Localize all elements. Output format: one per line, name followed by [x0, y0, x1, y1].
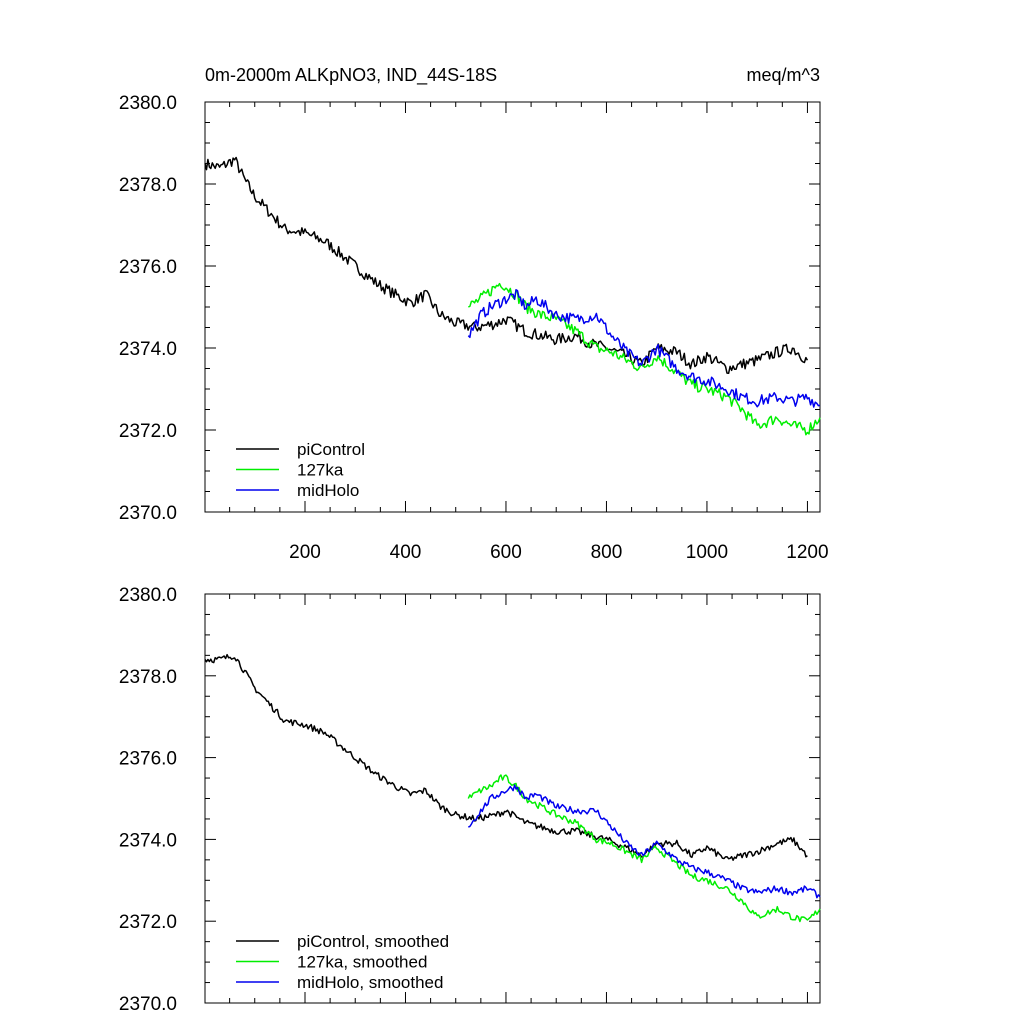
x-tick-label: 800: [591, 542, 623, 563]
x-tick-label: 1000: [686, 542, 728, 563]
y-tick-label: 2370.0: [119, 503, 177, 524]
legend-label: 127ka: [297, 461, 344, 480]
series-line-picontrol: [204, 653, 808, 861]
series-line-midholo: [467, 289, 821, 408]
series-line-127ka: [467, 282, 821, 436]
y-tick-label: 2380.0: [119, 93, 177, 114]
legend-label: midHolo, smoothed: [297, 973, 443, 992]
y-tick-label: 2376.0: [119, 257, 177, 278]
series-line-picontrol: [204, 156, 809, 375]
x-tick-label: 600: [490, 542, 522, 563]
y-tick-label: 2378.0: [119, 175, 177, 196]
x-tick-label: 1200: [786, 542, 828, 563]
x-tick-label: 400: [390, 542, 422, 563]
y-tick-label: 2370.0: [119, 994, 177, 1015]
legend-label: piControl: [297, 440, 365, 459]
y-tick-label: 2372.0: [119, 421, 177, 442]
units-label: meq/m^3: [747, 65, 820, 85]
y-tick-label: 2380.0: [119, 585, 177, 606]
y-tick-label: 2376.0: [119, 749, 177, 770]
legend-label: piControl, smoothed: [297, 932, 449, 951]
y-tick-label: 2374.0: [119, 339, 177, 360]
top-panel: 2370.0 2372.0 2374.0 2376.0 2378.0 2380.0 200 4…: [119, 65, 829, 563]
chart-title: 0m-2000m ALKpNO3, IND_44S-18S: [205, 65, 497, 86]
x-tick-label: 200: [289, 542, 321, 563]
y-tick-label: 2372.0: [119, 912, 177, 933]
y-tick-label: 2374.0: [119, 830, 177, 851]
series-line-127ka: [467, 774, 821, 923]
legend-label: midHolo: [297, 481, 359, 500]
legend-label: 127ka, smoothed: [297, 953, 427, 972]
series-line-midholo: [467, 784, 821, 899]
bottom-panel: 2370.0 2372.0 2374.0 2376.0 2378.0 2380.0 piCo…: [119, 585, 821, 1015]
y-tick-label: 2378.0: [119, 667, 177, 688]
